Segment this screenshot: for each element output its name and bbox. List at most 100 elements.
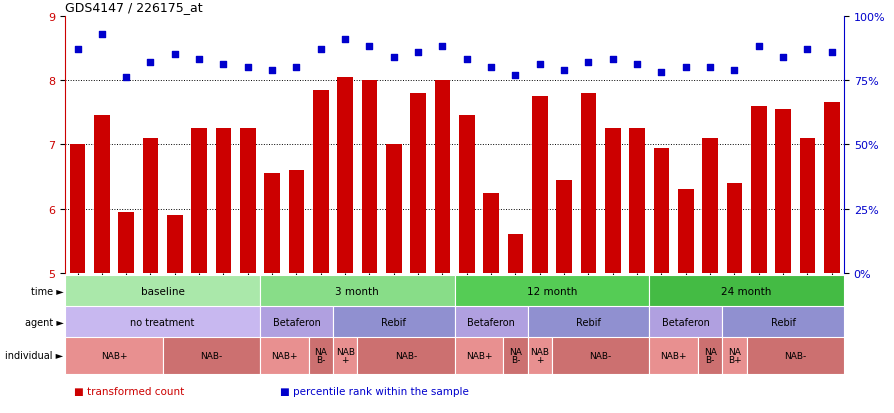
Text: 12 month: 12 month [527, 286, 577, 296]
Point [678, 64, 692, 71]
Bar [527, 337, 552, 374]
Point [143, 59, 157, 66]
Point [727, 67, 741, 74]
Point [313, 47, 327, 53]
Bar [580, 94, 595, 273]
Bar [333, 337, 357, 374]
Point [702, 64, 716, 71]
Bar [454, 275, 648, 306]
Point [167, 52, 181, 58]
Bar [167, 216, 182, 273]
Bar [361, 81, 377, 273]
Bar [65, 337, 163, 374]
Text: Rebif: Rebif [576, 317, 600, 327]
Bar [823, 103, 839, 273]
Bar [649, 306, 721, 337]
Text: NAB+: NAB+ [465, 351, 492, 360]
Bar [240, 129, 256, 273]
Text: 3 month: 3 month [335, 286, 379, 296]
Point [508, 72, 522, 79]
Bar [454, 306, 527, 337]
Text: NA
B-: NA B- [703, 347, 716, 364]
Text: NAB
+: NAB + [335, 347, 354, 364]
Bar [94, 116, 110, 273]
Point [289, 64, 303, 71]
Text: Rebif: Rebif [770, 317, 795, 327]
Point [216, 62, 231, 69]
Point [95, 31, 109, 38]
Text: NAB-: NAB- [783, 351, 805, 360]
Bar [409, 94, 426, 273]
Bar [702, 138, 717, 273]
Bar [556, 180, 571, 273]
Bar [454, 337, 502, 374]
Text: ■ percentile rank within the sample: ■ percentile rank within the sample [280, 387, 468, 396]
Bar [313, 90, 328, 273]
Point [629, 62, 644, 69]
Bar [677, 190, 693, 273]
Text: NAB
+: NAB + [530, 347, 549, 364]
Text: NAB+: NAB+ [271, 351, 297, 360]
Text: agent ►: agent ► [25, 317, 63, 327]
Bar [385, 145, 401, 273]
Point [265, 67, 279, 74]
Point [751, 44, 765, 51]
Bar [118, 212, 134, 273]
Text: NAB+: NAB+ [101, 351, 127, 360]
Bar [65, 306, 259, 337]
Bar [357, 337, 454, 374]
Text: 24 month: 24 month [721, 286, 771, 296]
Bar [649, 337, 697, 374]
Text: GDS4147 / 226175_at: GDS4147 / 226175_at [65, 1, 203, 14]
Bar [798, 138, 814, 273]
Bar [750, 107, 766, 273]
Point [484, 64, 498, 71]
Point [240, 64, 255, 71]
Point [338, 36, 352, 43]
Bar [65, 275, 259, 306]
Bar [191, 129, 207, 273]
Text: time ►: time ► [30, 286, 63, 296]
Bar [746, 337, 843, 374]
Bar [70, 145, 85, 273]
Point [605, 57, 620, 64]
Bar [653, 148, 669, 273]
Bar [288, 171, 304, 273]
Point [362, 44, 376, 51]
Bar [721, 337, 746, 374]
Text: NAB+: NAB+ [660, 351, 686, 360]
Bar [259, 275, 454, 306]
Bar [483, 193, 499, 273]
Text: individual ►: individual ► [5, 351, 63, 361]
Bar [507, 235, 523, 273]
Point [410, 49, 425, 56]
Bar [434, 81, 450, 273]
Bar [142, 138, 158, 273]
Bar [502, 337, 527, 374]
Bar [552, 337, 648, 374]
Bar [333, 306, 454, 337]
Text: no treatment: no treatment [131, 317, 195, 327]
Point [386, 55, 401, 61]
Bar [649, 275, 843, 306]
Bar [726, 183, 741, 273]
Point [799, 47, 814, 53]
Text: ■ transformed count: ■ transformed count [74, 387, 184, 396]
Point [556, 67, 570, 74]
Point [823, 49, 838, 56]
Point [775, 55, 789, 61]
Text: NA
B-: NA B- [314, 347, 327, 364]
Bar [215, 129, 232, 273]
Bar [774, 109, 790, 273]
Bar [527, 306, 648, 337]
Point [119, 75, 133, 81]
Bar [259, 337, 308, 374]
Bar [604, 129, 620, 273]
Text: Betaferon: Betaferon [662, 317, 709, 327]
Point [434, 44, 449, 51]
Bar [697, 337, 721, 374]
Text: NA
B+: NA B+ [727, 347, 740, 364]
Text: Betaferon: Betaferon [467, 317, 515, 327]
Bar [721, 306, 843, 337]
Bar [259, 306, 333, 337]
